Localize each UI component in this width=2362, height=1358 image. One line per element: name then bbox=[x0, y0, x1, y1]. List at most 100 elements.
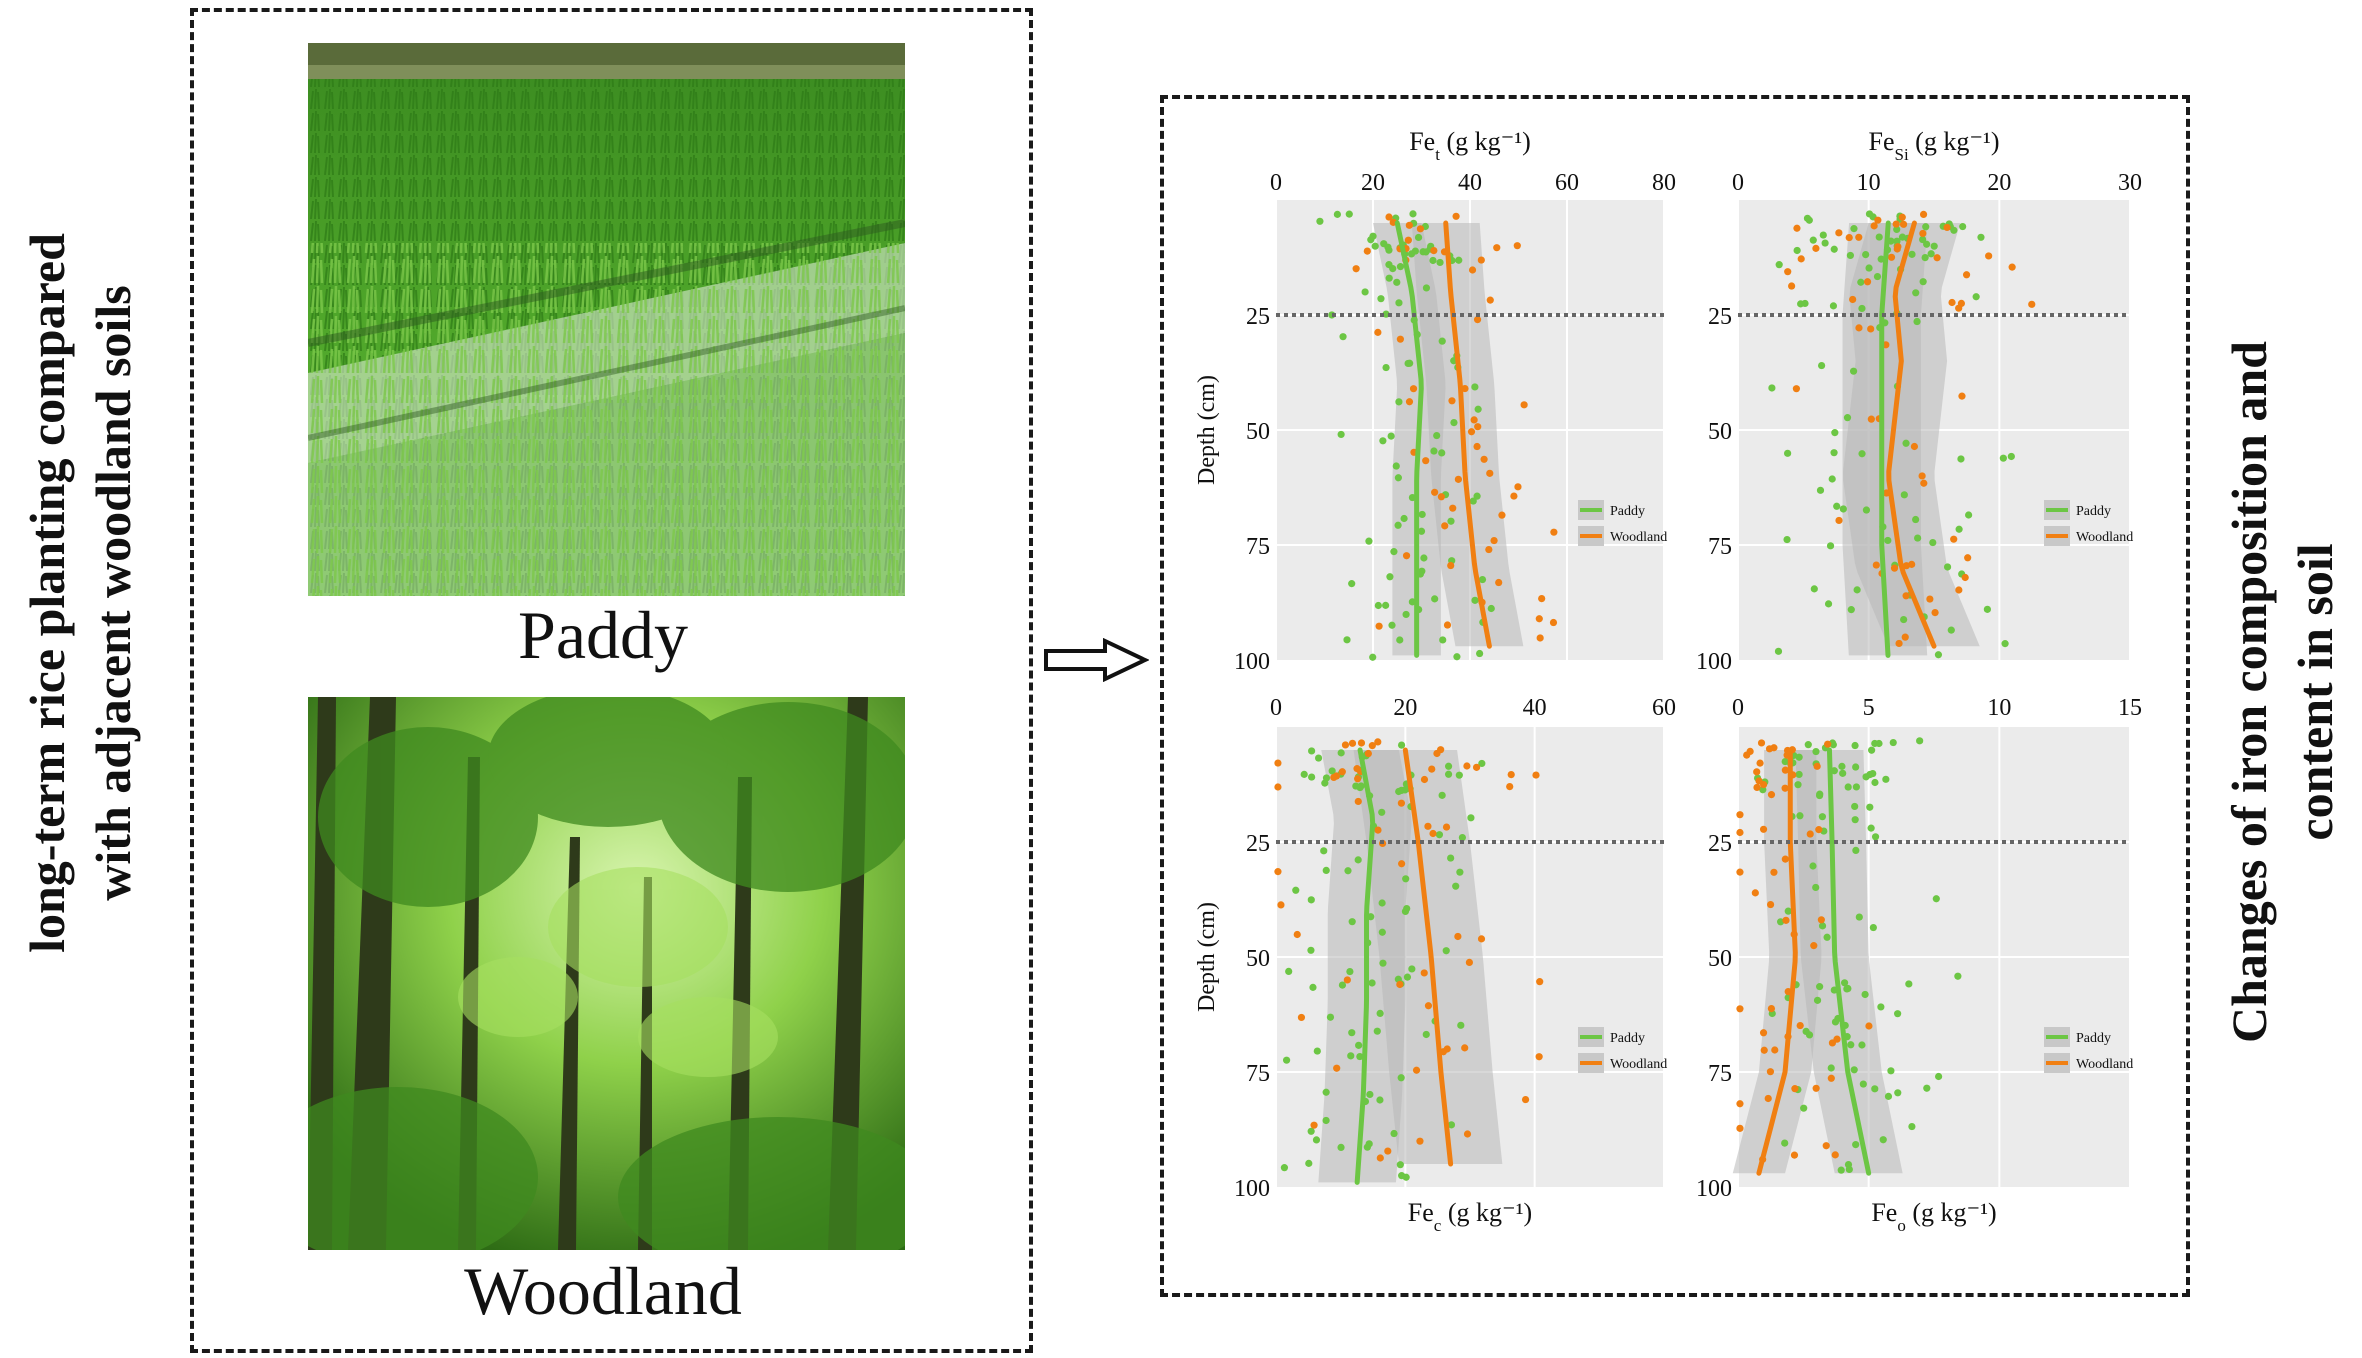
data-point-woodland bbox=[1918, 472, 1926, 480]
data-point-paddy bbox=[1414, 233, 1423, 242]
data-point-woodland bbox=[1495, 578, 1503, 587]
data-point-woodland bbox=[1955, 304, 1963, 312]
data-point-paddy bbox=[1382, 363, 1390, 372]
data-point-woodland bbox=[1513, 242, 1521, 250]
data-point-paddy bbox=[1868, 746, 1876, 754]
data-point-paddy bbox=[1343, 636, 1351, 644]
data-point-woodland bbox=[1849, 295, 1857, 304]
legend-label-woodland: Woodland bbox=[1610, 530, 1667, 545]
data-point-paddy bbox=[1887, 1067, 1895, 1075]
data-point-paddy bbox=[1312, 1136, 1321, 1144]
data-point-woodland bbox=[1901, 633, 1909, 641]
data-point-paddy bbox=[1478, 759, 1486, 768]
data-point-paddy bbox=[1893, 237, 1901, 245]
data-point-woodland bbox=[1962, 271, 1971, 279]
data-point-paddy bbox=[1467, 814, 1475, 822]
data-point-woodland bbox=[1473, 316, 1482, 324]
right-dashed-frame bbox=[1160, 95, 2190, 1297]
data-point-paddy bbox=[1919, 278, 1927, 286]
data-point-paddy bbox=[1927, 250, 1935, 258]
data-point-paddy bbox=[1850, 225, 1858, 233]
data-point-paddy bbox=[1396, 263, 1405, 271]
data-point-paddy bbox=[1852, 1140, 1860, 1149]
data-point-woodland bbox=[1431, 488, 1439, 496]
data-point-woodland bbox=[1420, 775, 1429, 784]
x-axis-label: Fet (g kg⁻¹) bbox=[1409, 127, 1531, 164]
data-point-woodland bbox=[1535, 1053, 1543, 1061]
data-point-woodland bbox=[1297, 1013, 1306, 1022]
data-point-woodland bbox=[1806, 830, 1814, 838]
data-point-woodland bbox=[1420, 969, 1428, 977]
data-point-paddy bbox=[1852, 763, 1860, 771]
data-point-woodland bbox=[1405, 221, 1413, 229]
data-point-paddy bbox=[1438, 337, 1446, 345]
data-point-paddy bbox=[1932, 895, 1940, 903]
data-point-woodland bbox=[1477, 256, 1485, 264]
data-point-paddy bbox=[1844, 783, 1852, 791]
y-tick-label: 50 bbox=[1246, 419, 1270, 445]
data-point-paddy bbox=[1830, 245, 1838, 253]
data-point-paddy bbox=[1406, 359, 1414, 367]
trend-line-woodland bbox=[1402, 747, 1454, 1167]
legend-label-paddy: Paddy bbox=[1610, 1031, 1645, 1046]
data-point-woodland bbox=[1855, 233, 1863, 241]
data-point-paddy bbox=[1855, 913, 1863, 921]
data-point-paddy bbox=[1305, 1159, 1313, 1167]
data-point-paddy bbox=[1858, 450, 1866, 458]
x-axis-label: Fec (g kg⁻¹) bbox=[1408, 1198, 1532, 1235]
data-point-paddy bbox=[1456, 868, 1464, 876]
data-point-paddy bbox=[1376, 1009, 1384, 1017]
data-point-paddy bbox=[1398, 1172, 1406, 1180]
data-point-woodland bbox=[1412, 1066, 1421, 1074]
data-point-woodland bbox=[1948, 298, 1956, 307]
data-point-paddy bbox=[1367, 236, 1375, 244]
data-point-paddy bbox=[1418, 567, 1426, 575]
data-point-paddy bbox=[1322, 1088, 1330, 1096]
data-point-paddy bbox=[1458, 833, 1466, 842]
data-point-woodland bbox=[1274, 759, 1282, 767]
x-tick-label: 60 bbox=[1652, 695, 1676, 721]
data-point-woodland bbox=[1467, 428, 1476, 436]
data-point-paddy bbox=[1775, 261, 1783, 269]
data-point-woodland bbox=[1766, 900, 1775, 909]
data-point-paddy bbox=[1803, 214, 1812, 222]
data-point-paddy bbox=[1900, 491, 1908, 499]
data-point-paddy bbox=[1809, 862, 1817, 870]
data-point-paddy bbox=[1356, 1052, 1364, 1061]
data-point-paddy bbox=[1348, 1029, 1356, 1037]
data-point-paddy bbox=[1957, 455, 1965, 463]
data-point-woodland bbox=[2008, 263, 2016, 271]
legend-label-paddy: Paddy bbox=[1610, 504, 1645, 519]
y-tick-label: 50 bbox=[1708, 419, 1732, 445]
data-point-woodland bbox=[1736, 1005, 1744, 1013]
data-point-paddy bbox=[1455, 771, 1463, 779]
data-point-paddy bbox=[1487, 604, 1495, 613]
data-point-woodland bbox=[1521, 1095, 1530, 1104]
data-point-paddy bbox=[1831, 429, 1839, 437]
data-point-paddy bbox=[1313, 1047, 1321, 1055]
legend-label-paddy: Paddy bbox=[2076, 1031, 2111, 1046]
data-point-paddy bbox=[1328, 767, 1336, 775]
data-point-paddy bbox=[1282, 1056, 1291, 1064]
data-point-woodland bbox=[1920, 479, 1928, 487]
data-point-paddy bbox=[1401, 786, 1409, 794]
data-point-paddy bbox=[1862, 250, 1870, 259]
data-point-woodland bbox=[1955, 586, 1963, 594]
data-point-paddy bbox=[1352, 782, 1360, 790]
data-point-paddy bbox=[1314, 754, 1323, 762]
x-tick-label: 40 bbox=[1458, 170, 1482, 196]
data-point-paddy bbox=[1361, 288, 1369, 296]
data-point-paddy bbox=[1955, 525, 1963, 533]
data-point-paddy bbox=[1309, 983, 1317, 991]
data-point-paddy bbox=[1396, 1161, 1404, 1169]
data-point-paddy bbox=[1344, 867, 1352, 875]
data-point-paddy bbox=[1847, 606, 1855, 614]
data-point-paddy bbox=[1418, 510, 1426, 519]
data-point-paddy bbox=[1387, 432, 1395, 440]
data-point-paddy bbox=[1337, 1143, 1345, 1151]
data-point-paddy bbox=[1839, 505, 1847, 513]
data-point-woodland bbox=[1404, 236, 1412, 244]
data-point-woodland bbox=[1448, 397, 1456, 405]
data-point-woodland bbox=[1784, 268, 1792, 276]
data-point-woodland bbox=[1461, 1044, 1469, 1052]
